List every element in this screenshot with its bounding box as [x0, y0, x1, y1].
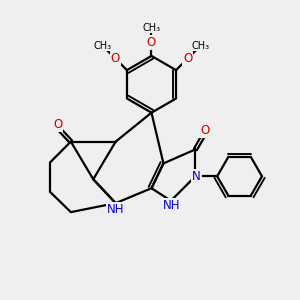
Text: O: O: [53, 118, 62, 131]
Text: O: O: [111, 52, 120, 65]
Text: NH: NH: [107, 202, 124, 216]
Text: CH₃: CH₃: [93, 41, 112, 51]
Text: O: O: [147, 36, 156, 49]
Text: NH: NH: [163, 199, 180, 212]
Text: CH₃: CH₃: [142, 22, 160, 33]
Text: O: O: [183, 52, 192, 65]
Text: O: O: [200, 124, 210, 137]
Text: N: N: [192, 170, 201, 183]
Text: CH₃: CH₃: [191, 41, 210, 51]
